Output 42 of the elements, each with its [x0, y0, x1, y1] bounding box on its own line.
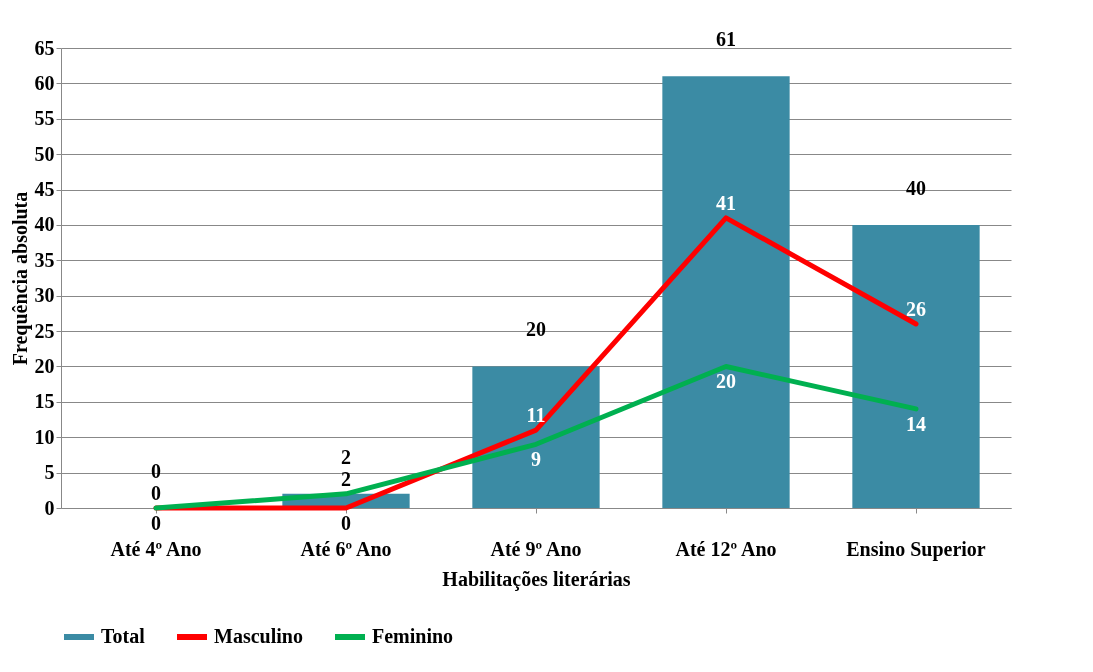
data-label: 41 [716, 191, 736, 214]
y-tick-label: 45 [34, 178, 55, 201]
data-label: 0 [151, 512, 161, 534]
data-label: 26 [906, 298, 926, 320]
data-label: 0 [341, 512, 351, 534]
bar [472, 366, 600, 508]
x-tick-label: Até 4º Ano [110, 537, 202, 560]
y-tick-label: 40 [34, 213, 55, 236]
y-tick-label: 60 [34, 71, 55, 94]
y-tick-label: 15 [34, 390, 55, 413]
legend-label: Masculino [214, 625, 303, 647]
legend-label: Feminino [372, 625, 454, 647]
data-label: 61 [716, 28, 736, 51]
data-label: 2 [341, 467, 351, 490]
data-label: 40 [906, 176, 926, 199]
y-tick-label: 65 [34, 36, 55, 59]
x-tick-label: Até 9º Ano [490, 537, 582, 560]
data-label: 9 [531, 448, 541, 471]
legend-label: Total [101, 625, 146, 647]
data-label: 0 [151, 482, 161, 504]
data-label: 11 [526, 404, 546, 427]
y-tick-label: 55 [34, 107, 55, 130]
data-label: 0 [151, 460, 161, 482]
data-label: 20 [716, 370, 736, 393]
data-label: 2 [341, 445, 351, 468]
x-tick-label: Ensino Superior [846, 537, 986, 561]
bar [662, 76, 790, 508]
y-tick-label: 30 [34, 284, 55, 307]
y-tick-label: 50 [34, 142, 55, 165]
bar [852, 224, 980, 508]
y-axis-title: Frequência absoluta [8, 191, 32, 366]
y-tick-label: 25 [34, 319, 55, 342]
y-tick-label: 10 [34, 425, 55, 448]
y-tick-label: 35 [34, 248, 55, 271]
x-axis-title: Habilitações literárias [442, 567, 631, 591]
data-label: 14 [906, 412, 926, 435]
x-tick-label: Até 6º Ano [300, 537, 392, 560]
x-tick-label: Até 12º Ano [675, 537, 777, 560]
y-tick-label: 20 [34, 354, 55, 377]
y-tick-label: 0 [44, 496, 55, 519]
y-tick-label: 5 [44, 461, 55, 484]
data-label: 20 [526, 318, 546, 341]
